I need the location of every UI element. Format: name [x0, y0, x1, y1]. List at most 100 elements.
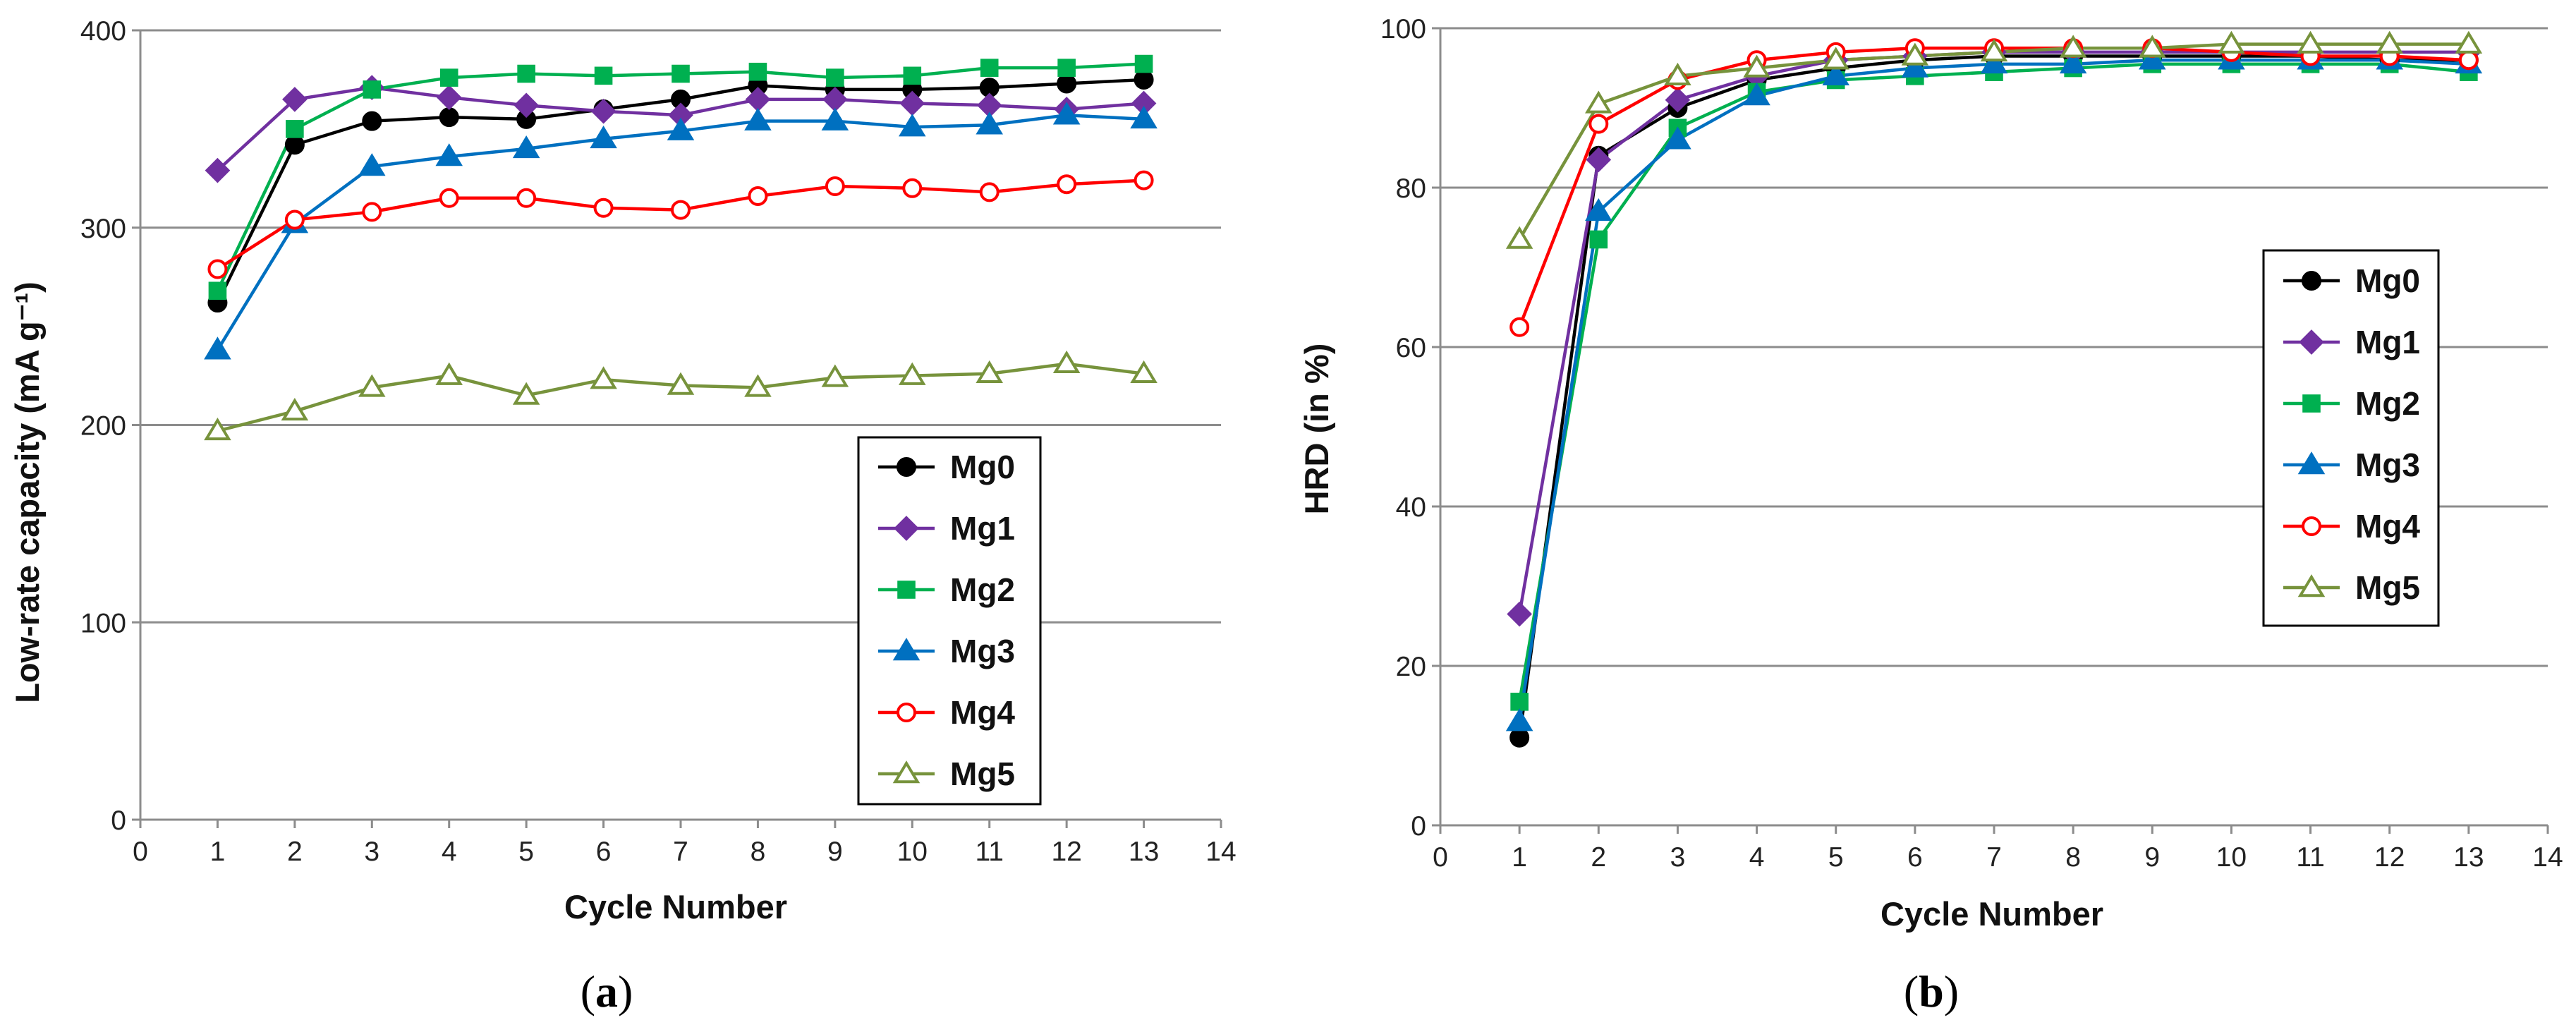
data-point	[979, 182, 1000, 202]
legend-swatch-marker	[892, 760, 921, 784]
data-point	[744, 107, 772, 130]
panel-b-series-markers	[1505, 30, 2483, 748]
series-points-mg5	[1505, 30, 2483, 249]
x-tick-label: 4	[1749, 842, 1765, 873]
legend-entry-mg1: Mg1	[2355, 324, 2420, 360]
y-tick-label: 400	[80, 16, 126, 47]
data-point	[436, 85, 462, 110]
panel-a-label: (a)	[581, 966, 633, 1016]
data-point	[435, 362, 463, 385]
data-point	[821, 107, 849, 130]
series-points-mg2	[208, 54, 1153, 300]
legend-entry-mg0: Mg0	[950, 449, 1015, 485]
data-point	[825, 176, 845, 197]
data-point	[2376, 30, 2403, 54]
panel-b-y-tick-labels: 0 20 40 60 80 100	[1380, 14, 1426, 842]
legend-swatch-marker	[892, 638, 921, 661]
data-point	[362, 111, 382, 131]
data-point	[1057, 73, 1077, 94]
series-points-mg1	[205, 75, 1157, 183]
data-point	[976, 111, 1003, 135]
legend-swatch-marker	[2299, 329, 2324, 355]
x-tick-label: 0	[1433, 842, 1448, 873]
data-point	[671, 200, 691, 220]
x-tick-label: 10	[897, 837, 928, 867]
data-point	[1664, 126, 1691, 150]
x-tick-label: 9	[827, 837, 843, 867]
data-point	[514, 92, 539, 119]
legend-entry-mg5: Mg5	[950, 755, 1015, 792]
x-tick-label: 14	[1205, 837, 1236, 867]
x-tick-label: 8	[2065, 842, 2081, 873]
panel-a-series-markers	[204, 54, 1158, 441]
x-tick-label: 14	[2532, 842, 2563, 873]
series-points-mg4	[207, 170, 1154, 279]
legend-swatch-marker	[2297, 574, 2326, 597]
data-point	[2139, 35, 2166, 58]
data-point	[363, 80, 382, 99]
x-tick-label: 13	[1129, 837, 1159, 867]
panel-b-label: (b)	[1904, 966, 1959, 1016]
data-point	[1665, 87, 1691, 113]
x-tick-label: 7	[673, 837, 688, 867]
data-point	[826, 68, 844, 87]
data-point	[902, 178, 923, 198]
y-tick-label: 20	[1396, 652, 1426, 682]
x-tick-label: 4	[442, 837, 457, 867]
x-tick-label: 11	[2296, 842, 2325, 873]
legend-entry-mg2: Mg2	[950, 571, 1015, 608]
x-tick-label: 7	[1986, 842, 2002, 873]
legend-swatch-marker	[897, 457, 916, 477]
data-point	[980, 59, 999, 77]
y-tick-label: 100	[80, 608, 126, 638]
data-point	[590, 98, 616, 124]
data-point	[821, 364, 849, 387]
data-point	[1980, 39, 2008, 62]
data-point	[1130, 106, 1158, 129]
legend-swatch-marker	[2302, 271, 2321, 291]
y-tick-label: 200	[80, 411, 126, 442]
legend-swatch-marker	[2302, 394, 2321, 413]
x-tick-label: 11	[975, 837, 1004, 867]
y-tick-label: 80	[1396, 174, 1426, 204]
panel-a-axes	[132, 29, 1222, 828]
legend-swatch-marker	[2302, 516, 2321, 536]
x-tick-label: 9	[2144, 842, 2160, 873]
data-point	[282, 87, 308, 112]
data-point	[207, 259, 228, 279]
data-point	[204, 336, 231, 360]
data-point	[439, 107, 459, 128]
data-point	[594, 66, 613, 85]
data-point	[284, 135, 305, 155]
data-point	[1585, 90, 1612, 114]
x-tick-label: 12	[2374, 842, 2405, 873]
data-point	[899, 114, 926, 137]
y-tick-label: 60	[1396, 333, 1426, 363]
data-point	[1057, 174, 1077, 195]
data-point	[1052, 102, 1081, 125]
data-point	[1505, 226, 1533, 249]
x-tick-label: 2	[1591, 842, 1606, 873]
y-tick-label: 0	[111, 806, 126, 836]
data-point	[435, 143, 463, 166]
data-point	[1901, 42, 1929, 66]
data-point	[2059, 35, 2087, 58]
data-point	[1743, 54, 1770, 78]
data-point	[2297, 30, 2324, 54]
x-tick-label: 3	[364, 837, 379, 867]
data-point	[1901, 54, 1929, 78]
data-point	[2218, 30, 2245, 54]
panel-b-axes	[1432, 27, 2549, 834]
y-tick-label: 0	[1411, 811, 1426, 842]
data-point	[1057, 59, 1076, 77]
data-point	[1509, 727, 1530, 748]
data-point	[512, 382, 540, 405]
series-points-mg5	[204, 350, 1158, 441]
x-tick-label: 6	[1907, 842, 1923, 873]
legend-entry-mg2: Mg2	[2355, 385, 2420, 422]
legend-swatch-marker	[897, 703, 916, 722]
series-line-mg3	[216, 114, 1144, 351]
